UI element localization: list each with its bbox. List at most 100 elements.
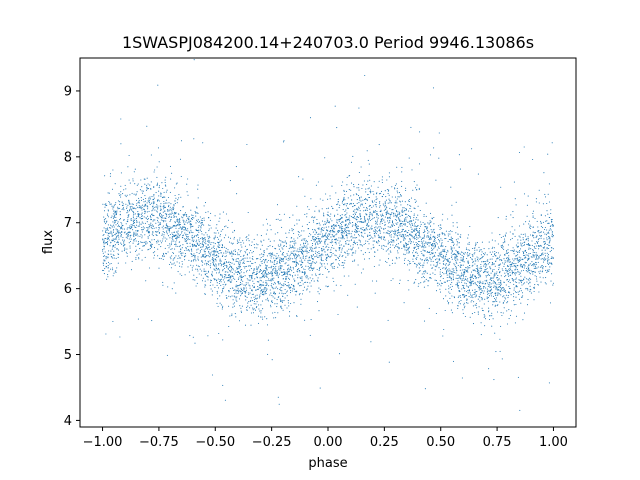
data-point (521, 296, 523, 298)
data-point (381, 220, 383, 222)
data-point (521, 284, 523, 286)
data-point (341, 228, 343, 230)
data-point (286, 272, 288, 274)
data-point (224, 256, 226, 258)
data-point (225, 294, 227, 297)
data-point (351, 199, 353, 201)
data-point (404, 201, 406, 203)
data-point (536, 267, 538, 269)
data-point (309, 246, 311, 248)
data-point (206, 272, 208, 274)
data-point (211, 273, 213, 275)
data-point (447, 249, 449, 251)
data-point (509, 314, 512, 316)
data-point (456, 277, 458, 280)
data-point (401, 209, 403, 211)
data-point (216, 268, 218, 270)
data-point (253, 270, 255, 272)
data-point (229, 287, 231, 290)
data-point (537, 230, 539, 233)
data-point (260, 241, 262, 243)
data-point (126, 228, 128, 230)
data-point (406, 243, 408, 245)
data-point (550, 225, 552, 227)
data-point (217, 238, 220, 240)
data-point (183, 221, 185, 223)
data-point (487, 297, 489, 299)
data-point (300, 250, 302, 252)
data-point (321, 236, 323, 238)
data-point (170, 258, 172, 260)
data-point (221, 308, 223, 310)
data-point (331, 240, 333, 242)
data-point (472, 297, 474, 299)
data-point (306, 288, 308, 290)
data-point (320, 254, 322, 256)
data-point (376, 198, 378, 200)
data-point (117, 249, 120, 251)
data-point (245, 289, 248, 291)
data-point (176, 224, 178, 226)
data-point (327, 235, 329, 238)
data-point (384, 202, 386, 204)
data-point (180, 196, 182, 198)
data-point (136, 191, 138, 193)
data-point (318, 255, 320, 257)
data-point (207, 271, 210, 273)
data-point (144, 183, 146, 185)
data-point (221, 274, 223, 276)
data-point (290, 247, 292, 249)
data-point (197, 188, 199, 190)
data-point (235, 271, 237, 274)
data-point (433, 223, 435, 225)
data-point (336, 209, 338, 211)
data-point (218, 253, 220, 255)
data-point (301, 259, 303, 261)
data-point (241, 283, 243, 285)
data-point (510, 274, 512, 276)
data-point (404, 249, 406, 251)
data-point (208, 256, 210, 258)
data-point (219, 295, 221, 297)
data-point (472, 255, 474, 257)
data-point (122, 224, 124, 226)
data-point (544, 196, 547, 198)
data-point (148, 201, 150, 203)
data-point (185, 247, 187, 249)
data-point (450, 277, 452, 279)
data-point (416, 230, 418, 232)
data-point (178, 197, 180, 199)
data-point (122, 239, 124, 241)
data-point (480, 254, 482, 256)
data-point (467, 278, 469, 280)
data-point (416, 184, 418, 186)
data-point (490, 292, 492, 294)
data-point (537, 284, 539, 286)
data-point (450, 288, 453, 290)
data-point (140, 205, 142, 207)
data-point (304, 281, 306, 284)
data-point (487, 300, 489, 302)
data-point (543, 246, 546, 248)
data-point (430, 238, 432, 240)
data-point (172, 259, 174, 261)
data-point (205, 243, 207, 245)
data-point (499, 289, 501, 291)
data-point (195, 212, 197, 214)
data-point (218, 242, 220, 244)
data-point (233, 302, 236, 304)
data-point (451, 247, 453, 249)
data-point (407, 259, 409, 261)
data-point (414, 225, 416, 227)
data-point (292, 240, 294, 242)
data-point (351, 225, 353, 227)
data-point (185, 255, 187, 257)
data-point (331, 238, 333, 240)
data-point (201, 219, 203, 222)
data-point (370, 227, 372, 229)
data-point (442, 335, 444, 337)
data-point (231, 250, 233, 252)
data-point (177, 221, 179, 223)
data-point (358, 187, 360, 189)
data-point (189, 245, 191, 247)
